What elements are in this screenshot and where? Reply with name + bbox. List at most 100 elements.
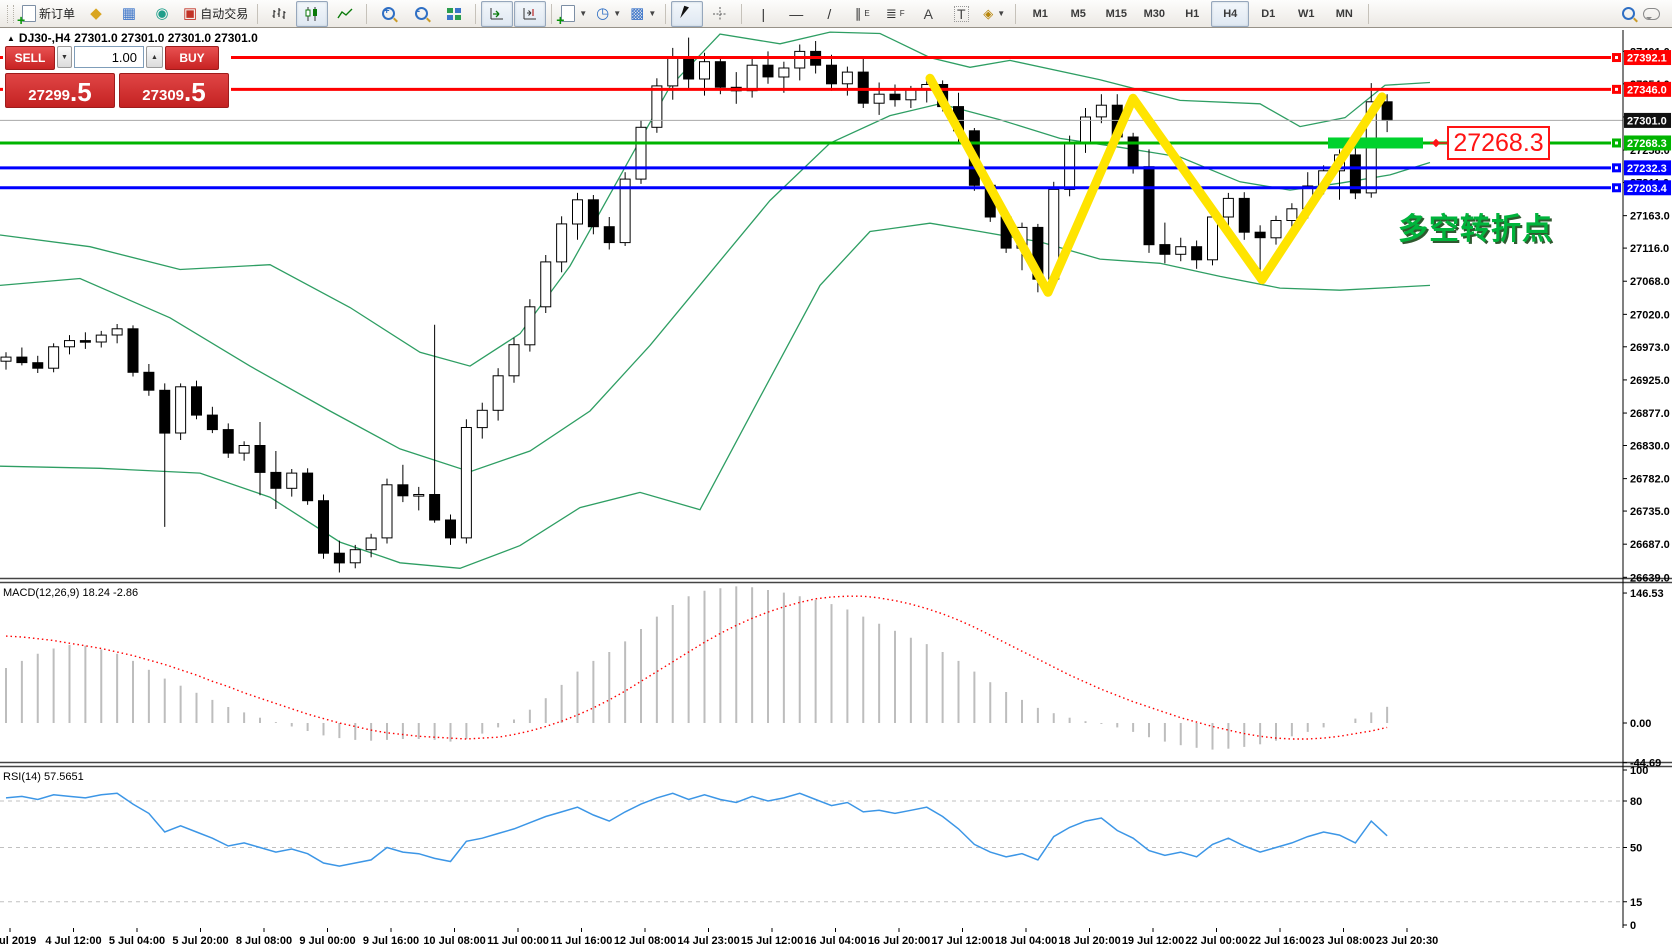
candle-bearish xyxy=(397,484,409,497)
timeframe-m30[interactable]: M30 xyxy=(1143,7,1165,20)
candle-bearish xyxy=(333,552,345,564)
timeframe-d1[interactable]: D1 xyxy=(1261,7,1276,20)
candle-bullish xyxy=(1222,197,1234,218)
price-badge xyxy=(1624,81,1671,97)
toolbar-separator xyxy=(366,3,368,24)
arrows-icon: ◈ xyxy=(983,6,994,21)
price-badge-text: 27268.3 xyxy=(1627,138,1667,150)
horizontal-line-tool[interactable]: — xyxy=(780,1,812,27)
rsi-tick-label: 15 xyxy=(1630,897,1642,909)
ohlc-readout: 27301.0 27301.0 27301.0 27301.0 xyxy=(74,31,258,45)
new-order-button[interactable]: 新订单 xyxy=(17,1,79,28)
time-axis-label: 15 Jul 12:00 xyxy=(741,935,803,947)
toolbar-separator xyxy=(1015,3,1017,24)
horizontal-line-icon: — xyxy=(789,5,804,22)
support-zone-bar[interactable] xyxy=(1328,137,1423,149)
candle-bullish xyxy=(651,85,663,128)
candle-bearish xyxy=(826,64,837,85)
timeframe-h4[interactable]: H4 xyxy=(1211,0,1250,27)
zoom-out-icon: - xyxy=(414,6,428,20)
tile-windows-button[interactable] xyxy=(438,1,470,27)
autotrade-button[interactable]: ▣ 自动交易 xyxy=(179,1,252,27)
price-badge xyxy=(1624,180,1671,196)
vertical-line-tool[interactable]: | xyxy=(747,1,779,27)
price-callout[interactable]: 27268.3 xyxy=(1447,126,1550,160)
line-chart-button[interactable] xyxy=(329,1,361,27)
time-axis-label: 16 Jul 04:00 xyxy=(804,935,866,947)
candle-chart-button[interactable] xyxy=(296,0,329,27)
sell-button[interactable]: SELL xyxy=(5,46,55,70)
time-axis-label: 23 Jul 20:30 xyxy=(1376,935,1438,947)
fibonacci-tool[interactable]: ≣ F xyxy=(879,1,911,27)
price-tick-label: 26687.0 xyxy=(1630,539,1670,551)
indicators-button[interactable]: ▼ xyxy=(556,1,591,28)
chart-shift-button[interactable] xyxy=(514,0,547,27)
dropdown-arrow-icon: ▼ xyxy=(648,9,657,18)
candle-bearish xyxy=(762,64,774,78)
candle-bullish xyxy=(1175,246,1187,255)
indicators-icon xyxy=(556,5,576,28)
crosshair-button[interactable] xyxy=(704,1,736,27)
bar-chart-button[interactable] xyxy=(263,1,295,27)
toolbar-separator xyxy=(741,3,743,24)
cursor-button[interactable] xyxy=(671,0,704,27)
collapse-triangle-icon[interactable]: ▲ xyxy=(7,33,15,43)
navigator-button[interactable]: ◉ xyxy=(146,1,178,27)
price-tick-label: 26830.0 xyxy=(1630,440,1670,452)
zoom-in-button[interactable]: + xyxy=(372,1,404,27)
timeframe-m5[interactable]: M5 xyxy=(1070,7,1086,20)
macd-tick-label: 0.00 xyxy=(1630,718,1651,730)
toolbar-grip[interactable] xyxy=(7,4,14,23)
rsi-tick-label: 100 xyxy=(1630,765,1648,777)
buy-price-box[interactable]: 27309 .5 xyxy=(119,73,229,108)
navigator-icon: ◉ xyxy=(155,5,169,22)
timeframe-mn[interactable]: MN xyxy=(1335,7,1353,20)
candle-bullish xyxy=(905,88,917,101)
hline-end-marker-dot xyxy=(1615,166,1618,170)
text-label-tool[interactable]: T xyxy=(945,1,977,27)
trendline-tool[interactable]: / xyxy=(813,1,845,27)
text-tool[interactable]: A xyxy=(912,1,944,27)
search-icon[interactable] xyxy=(1622,7,1635,20)
candle-bullish xyxy=(286,472,298,489)
timeframe-h1[interactable]: H1 xyxy=(1185,7,1200,20)
text-label-icon: T xyxy=(953,5,969,22)
fibonacci-icon: ≣ xyxy=(885,6,897,21)
volume-decrease-button[interactable]: ▼ xyxy=(57,46,72,68)
zigzag-annotation[interactable] xyxy=(925,73,1387,297)
auto-scroll-button[interactable] xyxy=(481,0,514,27)
channel-tool[interactable]: ∥ E xyxy=(846,1,878,27)
sell-price-box[interactable]: 27299 .5 xyxy=(5,73,115,108)
timeframe-m15[interactable]: M15 xyxy=(1105,7,1127,20)
zoom-out-button[interactable]: - xyxy=(405,1,437,27)
arrows-tool[interactable]: ◈ ▼ xyxy=(978,1,1010,27)
chart-window-icon: ▦ xyxy=(121,5,137,22)
buy-price-frac: .5 xyxy=(184,77,206,108)
candle-bullish xyxy=(1270,220,1282,239)
timeframe-m1[interactable]: M1 xyxy=(1032,7,1048,20)
templates-button[interactable]: ▩ ▼ xyxy=(626,1,660,27)
volume-increase-button[interactable]: ▲ xyxy=(146,46,163,68)
candle-bearish xyxy=(16,356,28,364)
volume-input[interactable] xyxy=(74,46,144,68)
buy-button[interactable]: BUY xyxy=(165,46,219,70)
chat-icon[interactable] xyxy=(1643,7,1660,20)
time-axis-label: 22 Jul 16:00 xyxy=(1249,935,1311,947)
periods-clock-icon: ◷ xyxy=(596,5,610,22)
time-axis-label: 14 Jul 23:00 xyxy=(677,935,739,947)
time-axis-label: 19 Jul 12:00 xyxy=(1122,935,1184,947)
candle-bullish xyxy=(619,178,631,244)
new-order-label: 新订单 xyxy=(39,7,76,21)
timeframe-w1[interactable]: W1 xyxy=(1298,7,1315,20)
periods-button[interactable]: ◷ ▼ xyxy=(592,1,625,27)
quotes-button[interactable]: ◆ xyxy=(80,1,112,27)
candle-bearish xyxy=(143,371,155,391)
chinese-annotation[interactable]: 多空转折点 xyxy=(1398,213,1553,246)
candle-bullish xyxy=(699,61,710,80)
chart-window-button[interactable]: ▦ xyxy=(113,1,145,27)
sell-price-main: 27299 xyxy=(28,87,71,104)
macd-tick-label: 146.53 xyxy=(1630,588,1664,600)
dropdown-arrow-icon: ▼ xyxy=(997,9,1006,18)
channel-icon: ∥ xyxy=(854,6,862,21)
